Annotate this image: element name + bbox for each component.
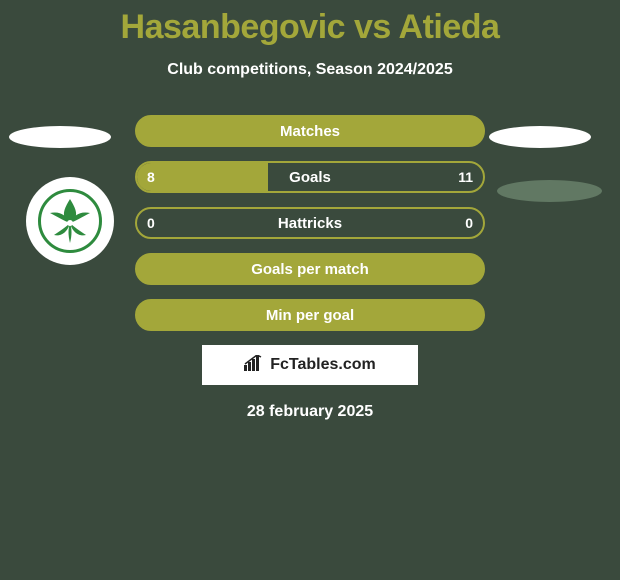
comparison-card: Hasanbegovic vs Atieda Club competitions… — [0, 0, 620, 421]
stat-label: Matches — [280, 123, 340, 140]
stat-value-left: 0 — [147, 215, 155, 231]
stat-value-right: 11 — [458, 169, 473, 185]
stat-fill-left — [137, 163, 268, 191]
brand-box[interactable]: FcTables.com — [202, 345, 418, 385]
stat-row: 0 0 Hattricks — [135, 207, 485, 239]
page-subtitle: Club competitions, Season 2024/2025 — [0, 61, 620, 79]
stat-row: Goals per match — [135, 253, 485, 285]
chart-icon — [244, 355, 264, 376]
player-left-placeholder — [9, 126, 111, 148]
stat-label: Goals — [289, 169, 331, 186]
stat-row: Matches — [135, 115, 485, 147]
stat-label: Goals per match — [251, 261, 369, 278]
stat-row: 8 11 Goals — [135, 161, 485, 193]
stat-value-left: 8 — [147, 169, 155, 185]
player-right-placeholder — [489, 126, 591, 148]
club-badge-left — [26, 177, 114, 265]
footer-date: 28 february 2025 — [0, 403, 620, 421]
stat-row: Min per goal — [135, 299, 485, 331]
stat-label: Hattricks — [278, 215, 342, 232]
stat-value-right: 0 — [465, 215, 473, 231]
page-title: Hasanbegovic vs Atieda — [0, 8, 620, 47]
font-placeholder-right — [497, 180, 602, 202]
club-badge-graphic — [38, 189, 102, 253]
stat-label: Min per goal — [266, 307, 354, 324]
brand-label: FcTables.com — [270, 356, 376, 374]
